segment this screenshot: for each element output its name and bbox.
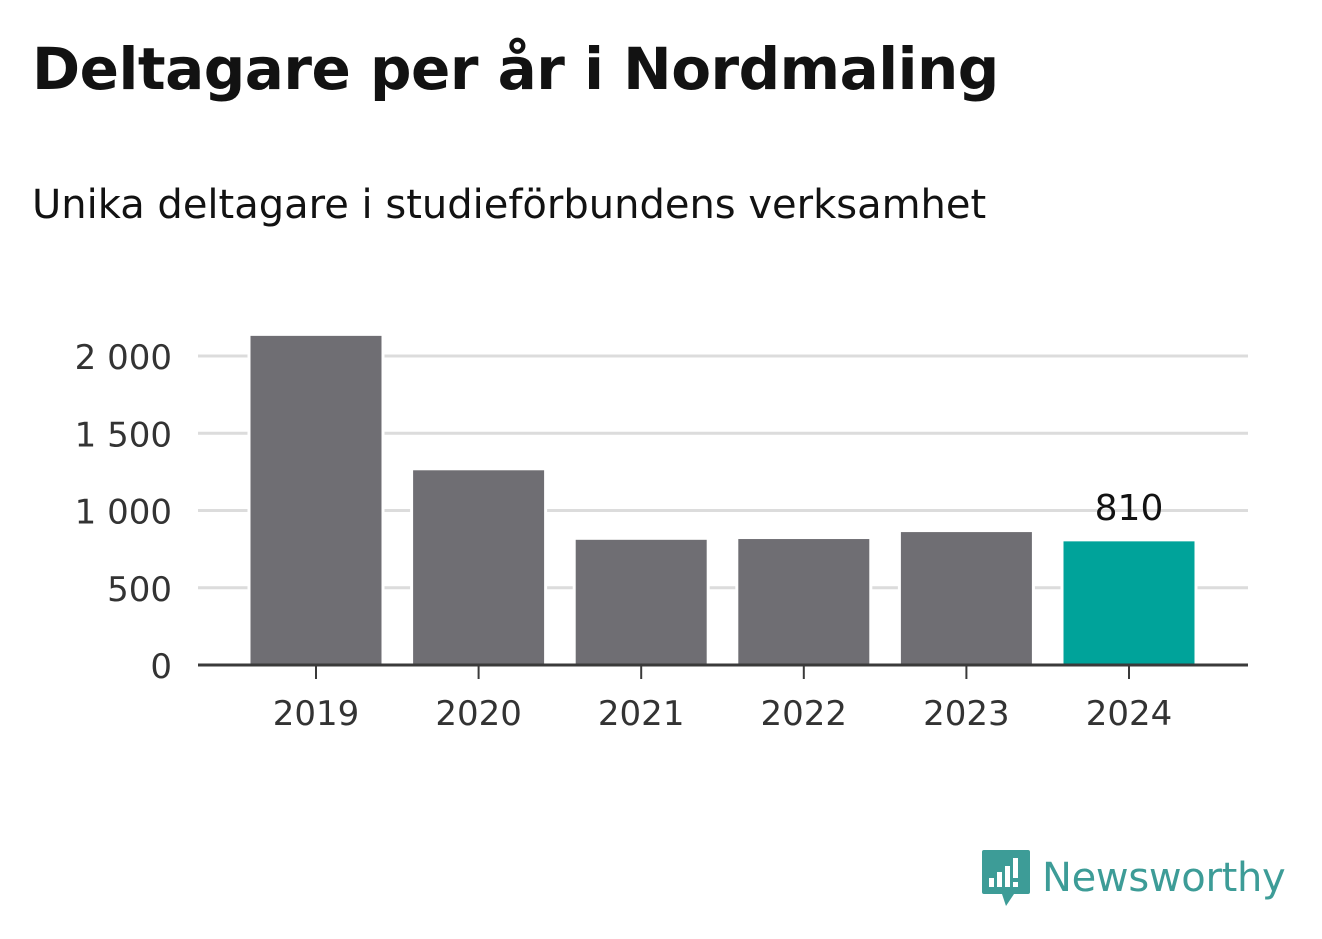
y-tick-label: 2 000	[75, 338, 172, 378]
x-axis	[198, 663, 1248, 679]
x-tick-label: 2021	[598, 694, 685, 734]
bar	[572, 536, 710, 667]
bar	[735, 536, 873, 667]
labels: 0 500 1 000 1 500 2 000 2019 2020 2021 2022 2023 2…	[75, 338, 1173, 734]
bar	[897, 529, 1035, 667]
bar-chart-speech-bubble-icon	[982, 850, 1030, 906]
x-tick-label: 2019	[273, 694, 360, 734]
x-tick-label: 2020	[435, 694, 522, 734]
bar	[1060, 538, 1198, 667]
x-tick-label: 2022	[761, 694, 848, 734]
bars	[247, 332, 1198, 667]
y-tick-label: 0	[150, 647, 172, 687]
newsworthy-logo: Newsworthy	[980, 848, 1286, 908]
y-tick-label: 1 500	[75, 415, 172, 455]
bar	[247, 332, 385, 667]
x-tick-label: 2023	[923, 694, 1010, 734]
y-tick-label: 1 000	[75, 493, 172, 533]
data-label: 810	[1095, 488, 1164, 529]
bar	[410, 467, 548, 667]
chart-subtitle: Unika deltagare i studieförbundens verks…	[32, 182, 987, 228]
x-tick-label: 2024	[1086, 694, 1173, 734]
brand-name: Newsworthy	[1042, 855, 1286, 901]
chart-title: Deltagare per år i Nordmaling	[32, 35, 999, 103]
y-tick-label: 500	[107, 570, 172, 610]
